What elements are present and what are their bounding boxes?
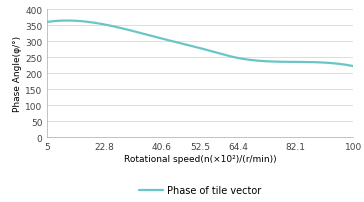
Phase of tile vector xyxy=(304,61,308,64)
Phase of tile vector xyxy=(45,22,50,24)
Phase of tile vector xyxy=(46,21,51,24)
Phase of tile vector xyxy=(227,56,232,58)
X-axis label: Rotational speed(n(×10²)/(r/min)): Rotational speed(n(×10²)/(r/min)) xyxy=(124,154,277,163)
Phase of tile vector xyxy=(64,20,69,23)
Phase of tile vector xyxy=(323,62,328,65)
Phase of tile vector xyxy=(228,56,233,58)
Phase of tile vector xyxy=(351,65,355,68)
Legend: Phase of tile vector: Phase of tile vector xyxy=(135,181,265,199)
Phase of tile vector xyxy=(233,57,238,59)
Y-axis label: Phase Angle(φ/°): Phase Angle(φ/°) xyxy=(13,36,23,112)
Line: Phase of tile vector: Phase of tile vector xyxy=(47,21,353,67)
